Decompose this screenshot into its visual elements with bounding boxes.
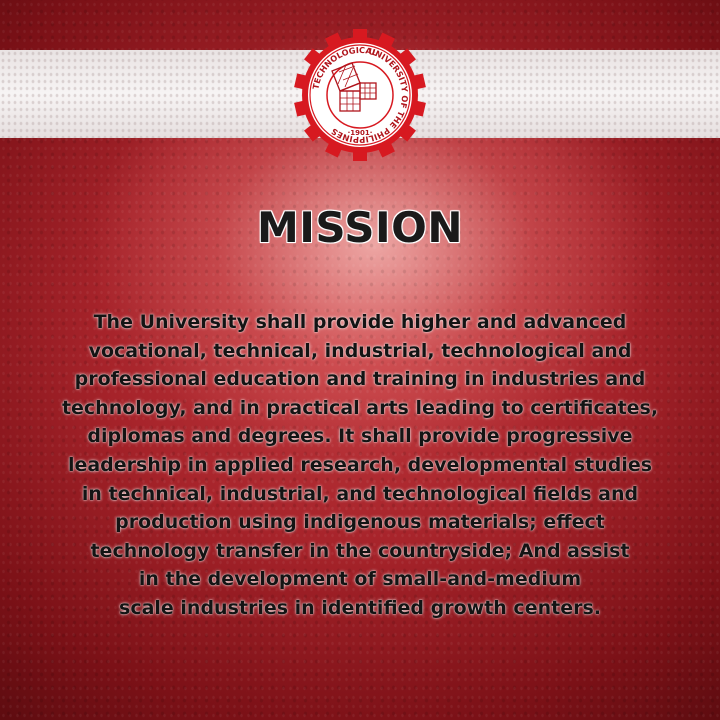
mission-line: technology transfer in the countryside; … [90, 539, 630, 562]
tup-seal-logo: TECHNOLOGICAL UNIVERSITY OF THE PHILIPPI… [294, 29, 426, 161]
mission-line: technology, and in practical arts leadin… [61, 396, 659, 419]
mission-line: The University shall provide higher and … [93, 311, 627, 333]
mission-line: in the development of small-and-medium [138, 568, 582, 591]
seal-year: ·1901· [348, 129, 373, 137]
mission-line: leadership in applied research, developm… [67, 453, 653, 476]
pythagorean-squares-icon [331, 62, 377, 112]
mission-line: in technical, industrial, and technologi… [81, 482, 639, 505]
page-title: MISSION [256, 203, 463, 252]
mission-statement: The University shall provide higher and … [40, 308, 680, 623]
mission-line: production using indigenous materials; e… [115, 511, 605, 534]
mission-line: diplomas and degrees. It shall provide p… [87, 425, 633, 448]
mission-line: scale industries in identified growth ce… [119, 596, 601, 619]
mission-line: professional education and training in i… [74, 368, 646, 391]
mission-line: vocational, technical, industrial, techn… [88, 339, 632, 362]
